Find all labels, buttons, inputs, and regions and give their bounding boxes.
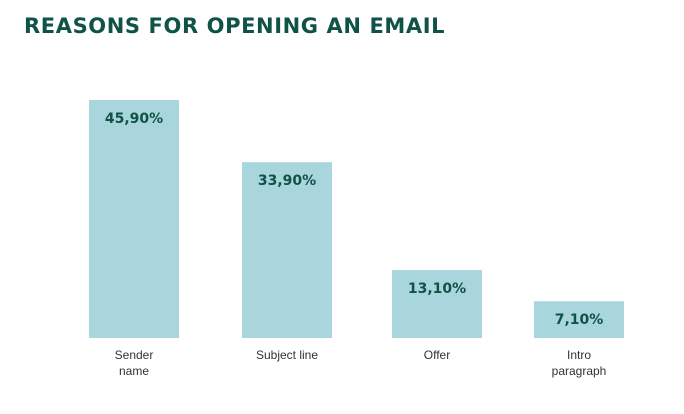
chart-title: REASONS FOR OPENING AN EMAIL xyxy=(24,14,446,38)
category-label-line: name xyxy=(119,364,149,378)
category-label-line: Subject line xyxy=(256,348,318,362)
category-label-3: Intro paragraph xyxy=(552,348,607,378)
value-label-1: 33,90% xyxy=(258,173,316,189)
value-label-0: 45,90% xyxy=(105,111,163,127)
category-labels-layer: Sender name Subject line Offer Intro paragrap… xyxy=(115,348,607,378)
bars-layer xyxy=(89,100,624,338)
bar-3 xyxy=(534,301,624,338)
bar-2 xyxy=(392,270,482,338)
bar-1 xyxy=(242,162,332,338)
category-label-2: Offer xyxy=(424,348,450,362)
category-label-line: Offer xyxy=(424,348,450,362)
category-label-line: Intro xyxy=(567,348,591,362)
bar-0 xyxy=(89,100,179,338)
category-label-line: paragraph xyxy=(552,364,607,378)
category-label-1: Subject line xyxy=(256,348,318,362)
category-label-0: Sender name xyxy=(115,348,154,378)
value-label-3: 7,10% xyxy=(555,312,604,328)
value-labels-layer: 45,90% 33,90% 13,10% 7,10% xyxy=(105,111,603,328)
value-label-2: 13,10% xyxy=(408,281,466,297)
category-label-line: Sender xyxy=(115,348,154,362)
